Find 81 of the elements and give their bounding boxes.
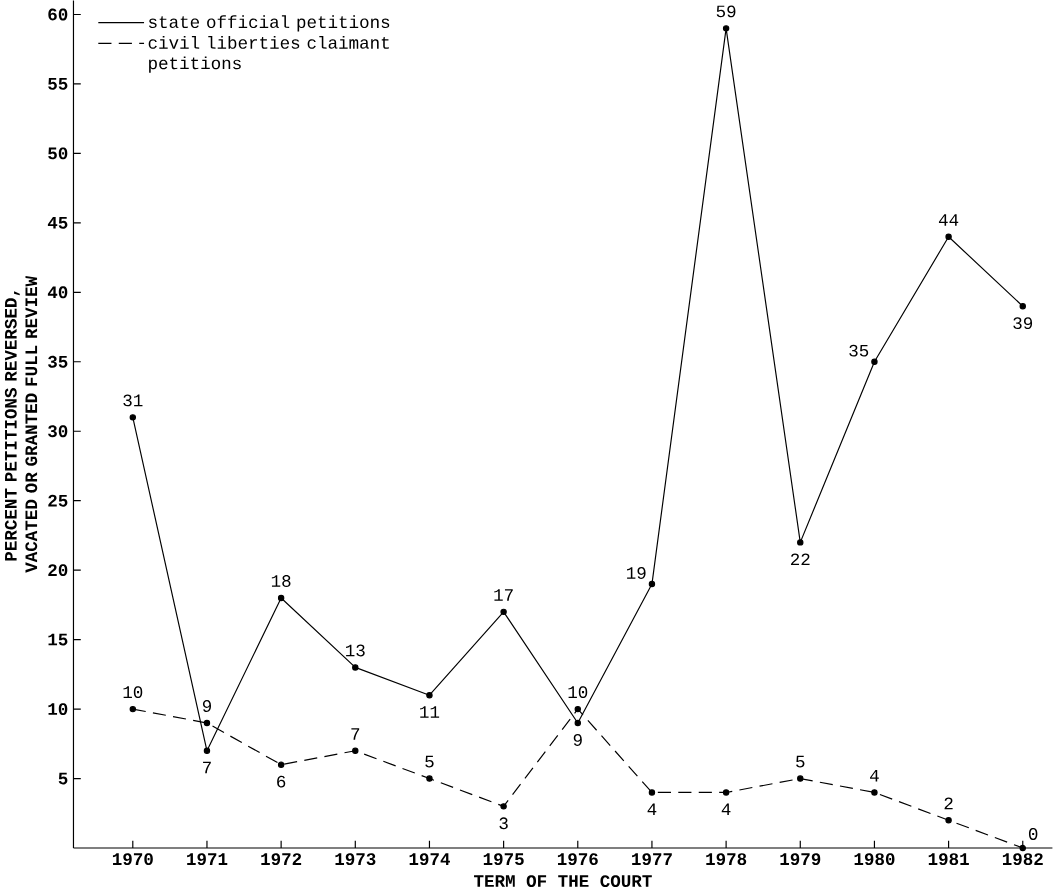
y-tick-label: 35 [48, 355, 68, 368]
y-tick-label: 45 [47, 217, 68, 229]
point [500, 608, 507, 616]
data-label: 5 [796, 755, 805, 768]
data-label: 9 [202, 700, 212, 713]
data-label: 7 [351, 728, 360, 740]
data-label: 17 [494, 589, 513, 601]
y-tick-label: 10 [48, 703, 68, 716]
data-label: 31 [123, 394, 143, 407]
x-tick-label: 1982 [1002, 853, 1043, 866]
y-tick-label: 20 [48, 564, 68, 577]
data-label: 59 [716, 5, 736, 18]
point [797, 775, 804, 782]
point [648, 789, 656, 796]
y-tick-label: 5 [58, 772, 68, 785]
y-tick-label: 40 [47, 286, 68, 299]
point [203, 719, 211, 727]
y-tick-label: 15 [48, 633, 68, 646]
x-tick-label: 1979 [780, 853, 821, 866]
data-label: 10 [123, 686, 143, 699]
data-label: 4 [721, 803, 731, 816]
point [574, 705, 581, 713]
data-label: 0 [1028, 828, 1038, 840]
x-tick-label: 1978 [706, 853, 747, 866]
x-tick-label: 1976 [557, 853, 598, 866]
x-tick-label: 1975 [483, 853, 524, 866]
point [871, 358, 878, 366]
point [1019, 303, 1026, 310]
legend-label: civil liberties claimant petitions [148, 35, 389, 73]
point [352, 664, 359, 671]
data-label: 35 [849, 344, 869, 357]
data-label: 3 [499, 817, 508, 830]
data-label: 19 [627, 567, 646, 579]
data-label: 13 [346, 644, 365, 657]
data-label: 4 [870, 769, 879, 782]
x-tick-label: 1974 [409, 853, 450, 866]
point [426, 692, 433, 699]
point [500, 803, 507, 810]
point [945, 233, 952, 241]
x-tick-label: 1977 [632, 853, 672, 866]
y-tick-label: 25 [48, 494, 68, 507]
data-label: 7 [203, 761, 211, 774]
point [203, 747, 211, 755]
x-tick-label: 1971 [187, 853, 228, 866]
y-tick-label: 50 [48, 147, 68, 160]
data-label: 9 [573, 734, 582, 746]
point [1019, 844, 1026, 852]
point [722, 789, 730, 796]
point [277, 761, 285, 768]
x-tick-label: 1970 [112, 853, 153, 866]
x-axis-title: TERM OF THE COURT [474, 875, 652, 888]
point [426, 775, 433, 782]
point [648, 580, 656, 588]
x-tick-label: 1973 [335, 853, 376, 866]
point [945, 817, 952, 824]
data-label: 18 [271, 575, 291, 587]
point [871, 789, 878, 796]
data-label: 4 [647, 803, 657, 816]
data-label: 44 [938, 214, 959, 226]
x-tick-label: 1972 [261, 853, 302, 866]
y-tick-label: 30 [48, 425, 68, 438]
y-tick-label: 55 [48, 78, 68, 90]
data-label: 11 [420, 706, 440, 718]
point [722, 25, 730, 32]
legend-label: state official petitions [148, 15, 390, 32]
data-label: 22 [790, 553, 810, 566]
data-label: 2 [944, 797, 953, 810]
point [277, 594, 285, 602]
data-label: 5 [425, 755, 434, 768]
x-tick-label: 1981 [928, 853, 969, 866]
y-axis-title: PERCENT PETITIONS REVERSED, VACATED OR GRANTED FULL REVIEW [4, 275, 38, 573]
y-tick-label: 60 [48, 8, 68, 21]
point [129, 414, 137, 421]
point [352, 747, 359, 755]
point [797, 539, 804, 546]
x-tick-label: 1980 [854, 853, 895, 866]
data-label: 10 [568, 686, 588, 699]
data-label: 39 [1013, 317, 1033, 330]
point [129, 705, 137, 713]
data-label: 6 [277, 775, 286, 788]
point [574, 719, 581, 727]
